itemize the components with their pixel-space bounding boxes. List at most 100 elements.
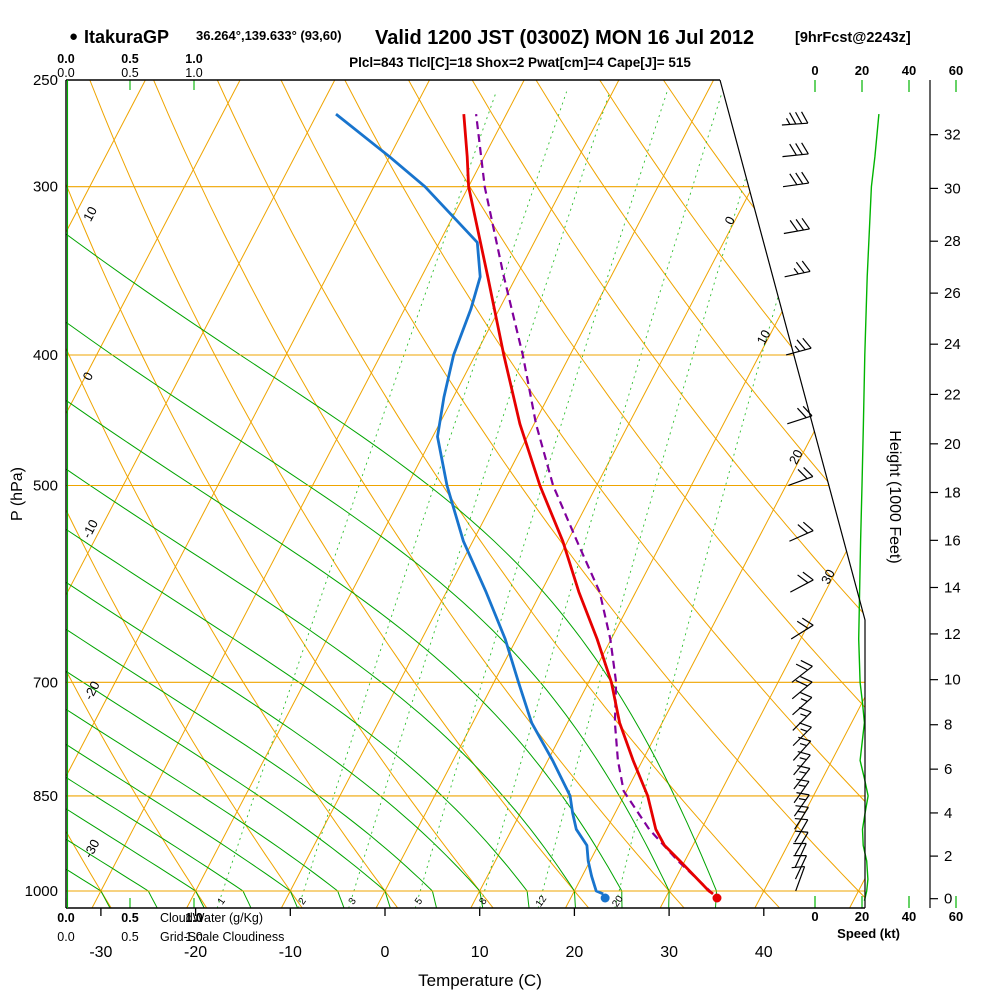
height-tick-label: 4 — [944, 805, 952, 822]
dry-adiabat-label: -30 — [80, 837, 102, 861]
height-tick-label: 26 — [944, 285, 961, 302]
dry-adiabat-line — [66, 80, 494, 908]
isotherm-label: 20 — [786, 447, 806, 467]
wind-barb — [782, 171, 810, 188]
station-bullet-icon: ● — [69, 28, 78, 45]
speed-profile-curve — [857, 114, 880, 901]
dry-adiabat-line — [280, 80, 865, 908]
dry-adiabat-line — [153, 80, 685, 908]
isotherm-line — [66, 80, 336, 908]
wind-barb — [793, 751, 811, 776]
wind-barb — [792, 691, 813, 716]
isotherm-line — [849, 80, 865, 908]
wind-barb — [792, 722, 812, 747]
moist-adiabat-line — [66, 80, 576, 908]
speed-axis-title: Speed (kt) — [837, 926, 900, 941]
wind-barb — [790, 617, 814, 640]
height-tick-label: 0 — [944, 891, 952, 908]
isotherm-line — [186, 80, 620, 908]
dry-adiabat-label: -10 — [79, 517, 101, 541]
surface-dewpoint-dot — [600, 893, 610, 903]
dry-adiabat-line — [599, 80, 865, 908]
height-tick-label: 20 — [944, 436, 961, 453]
height-tick-label: 14 — [944, 579, 961, 596]
moist-adiabat-line — [66, 80, 205, 908]
speed-tick-label-bottom: 40 — [902, 909, 916, 924]
pressure-tick-label: 250 — [33, 72, 58, 89]
pressure-tick-label: 300 — [33, 179, 58, 196]
isotherm-label: 10 — [754, 327, 774, 347]
isotherm-line — [66, 80, 241, 908]
pressure-tick-label: 500 — [33, 477, 58, 494]
wind-barb — [794, 805, 809, 830]
temp-tick-label: -20 — [184, 944, 207, 961]
pressure-tick-label: 850 — [33, 788, 58, 805]
cloudiness-scale-label-top: 1.0 — [185, 66, 202, 80]
mixing-ratio-label: 1 — [216, 896, 228, 907]
valid-time-title: Valid 1200 JST (0300Z) MON 16 Jul 2012 — [375, 27, 754, 49]
cloudwater-scale-label-bottom: 0.5 — [121, 911, 138, 925]
wind-barb — [781, 111, 809, 126]
skewt-grid — [66, 80, 865, 908]
wind-barb — [792, 707, 812, 731]
slanted-right-border — [719, 79, 866, 908]
moist-adiabat-line — [66, 80, 252, 908]
cloudwater-scale-label-top: 0.0 — [57, 52, 74, 66]
moist-adiabat-line — [66, 80, 670, 908]
mixing-ratio-line — [348, 91, 611, 908]
height-tick-label: 24 — [944, 336, 961, 353]
dewpoint-curve — [335, 113, 604, 896]
cloudiness-scale-label-top: 0.5 — [121, 66, 138, 80]
wind-barb — [793, 764, 811, 790]
surface-temperature-dot — [712, 893, 722, 903]
mixing-ratio-label: 8 — [477, 896, 489, 907]
wind-barb — [783, 217, 810, 235]
cloudwater-scale-label-top: 0.5 — [121, 52, 138, 66]
temp-tick-label: 30 — [660, 944, 678, 961]
dry-adiabat-line — [344, 80, 865, 908]
temp-tick-label: 20 — [566, 944, 584, 961]
pressure-tick-label: 1000 — [25, 883, 58, 900]
station-name: ItakuraGP — [84, 27, 169, 47]
speed-tick-label-bottom: 0 — [811, 909, 818, 924]
wind-barb — [791, 676, 813, 700]
wind-barb — [791, 865, 806, 892]
cloudwater-scale-label-bottom: 1.0 — [185, 911, 202, 925]
isotherm-label: 0 — [721, 214, 738, 227]
height-tick-label: 16 — [944, 532, 961, 549]
temperature-axis-title: Temperature (C) — [418, 971, 542, 990]
height-tick-label: 2 — [944, 848, 952, 865]
height-tick-label: 8 — [944, 717, 952, 734]
height-tick-label: 18 — [944, 484, 961, 501]
cloudiness-scale-label-bottom: 0.5 — [121, 930, 138, 944]
temp-tick-label: 40 — [755, 944, 773, 961]
cloudiness-scale-label-top: 0.0 — [57, 66, 74, 80]
dry-adiabat-line — [471, 80, 865, 908]
dry-adiabat-line — [66, 80, 208, 908]
mixing-ratio-label: 3 — [347, 896, 359, 907]
cloudiness-scale-label-bottom: 1.0 — [185, 930, 202, 944]
speed-tick-label-bottom: 60 — [949, 909, 963, 924]
isotherm-line — [66, 80, 146, 908]
wind-barb — [788, 466, 814, 487]
isotherm-line — [280, 80, 715, 908]
moist-adiabat-line — [66, 80, 623, 908]
cloudiness-scale-label-bottom: 0.0 — [57, 930, 74, 944]
wind-barb — [789, 521, 814, 542]
height-tick-label: 10 — [944, 672, 961, 689]
speed-tick-label-top: 40 — [902, 63, 916, 78]
wind-barb — [791, 659, 813, 683]
isotherm-line — [754, 80, 865, 908]
mixing-ratio-line — [414, 91, 668, 908]
sounding-profiles — [335, 113, 722, 903]
pressure-axis-title: P (hPa) — [9, 467, 26, 521]
dry-adiabat-line — [66, 80, 399, 908]
height-tick-label: 22 — [944, 386, 961, 403]
cloudiness-scale-title: Grid-Scale Cloudiness — [160, 930, 284, 944]
sounding-parameters: Plcl=843 Tlcl[C]=18 Shox=2 Pwat[cm]=4 Ca… — [349, 55, 691, 70]
wind-barb — [793, 842, 807, 868]
mixing-ratio-label: 20 — [610, 893, 626, 909]
moist-adiabat-line — [66, 80, 345, 908]
